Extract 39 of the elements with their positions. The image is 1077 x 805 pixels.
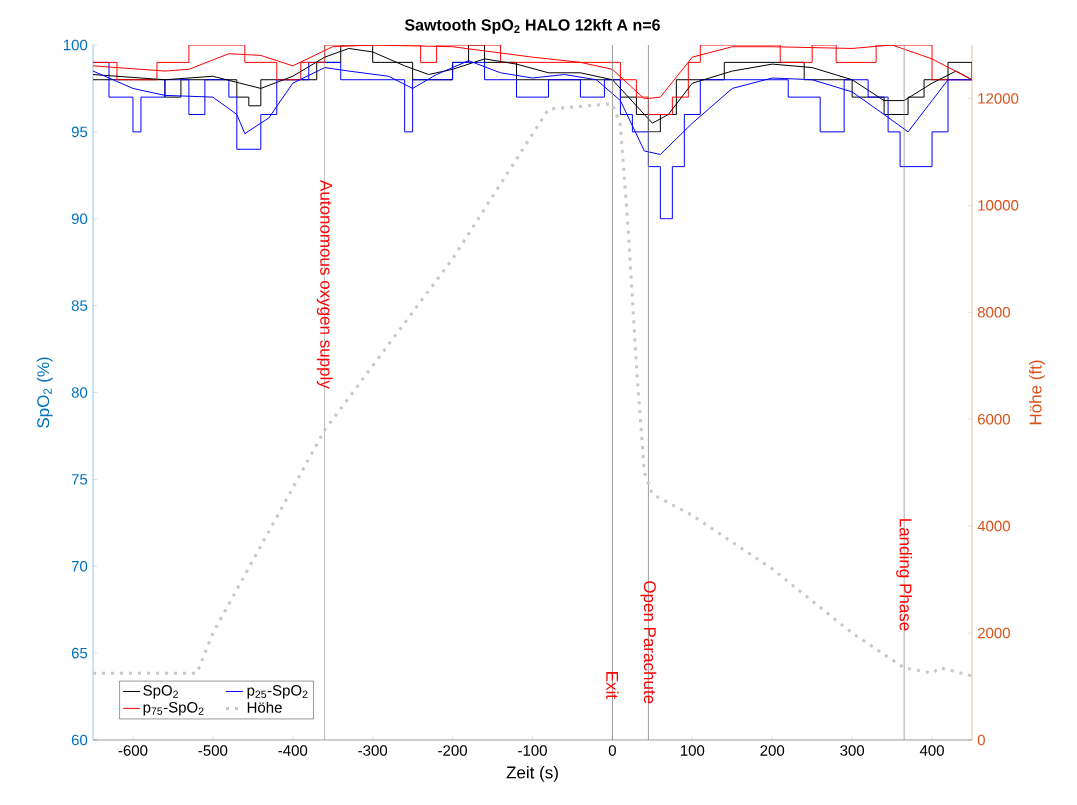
legend-label: p$_{25}$-SpO$_{2}$: [247, 685, 308, 699]
x-tick-label: 0: [608, 745, 616, 756]
x-tick-label: -200: [438, 745, 467, 756]
chart-title: Sawtooth SpO$_{2}$ HALO 12kft A n=6: [404, 18, 660, 34]
y2-tick-label: 10000: [978, 200, 1019, 211]
y-tick-label: 90: [71, 213, 88, 225]
ref-line-label: Open Parachute: [640, 581, 657, 704]
ref-line-label: Landing Phase: [896, 519, 912, 631]
x-tick-label: -500: [198, 745, 228, 756]
legend-label: SpO$_{2}$: [143, 685, 178, 699]
y-tick-label: 85: [71, 300, 88, 311]
y-tick-label: 70: [71, 560, 88, 572]
y-tick-label: 80: [71, 387, 88, 398]
x-tick-label: 400: [919, 745, 944, 756]
x-tick-label: 100: [680, 745, 705, 756]
ref-line-label: Autonomous oxygen supply: [316, 180, 333, 389]
y-tick-label: 100: [63, 39, 88, 51]
ref-line-label: Exit: [606, 672, 619, 699]
y-axis-title: SpO$_{2}$ (%): [36, 357, 53, 428]
y2-tick-label: 2000: [977, 627, 1010, 639]
y2-tick-label: 4000: [977, 520, 1010, 532]
y2-tick-label: 8000: [977, 306, 1010, 318]
x-axis-title: Zeit (s): [506, 766, 558, 782]
legend-label: p$_{75}$-SpO$_{2}$: [143, 702, 204, 716]
x-tick-label: -100: [518, 745, 547, 756]
x-tick-label: 200: [760, 745, 785, 756]
y2-tick-label: 12000: [978, 93, 1019, 104]
y-tick-label: 95: [71, 126, 88, 138]
legend-label: Höhe: [247, 701, 282, 713]
x-tick-label: -300: [358, 745, 388, 756]
x-tick-label: 300: [840, 745, 865, 756]
y-tick-label: 75: [71, 474, 88, 485]
x-tick-label: -600: [118, 745, 148, 756]
y-tick-label: 65: [71, 647, 88, 659]
y2-tick-label: 0: [977, 734, 985, 746]
x-tick-label: -400: [278, 745, 308, 756]
y2-tick-label: 6000: [977, 413, 1010, 425]
y-tick-label: 60: [71, 734, 88, 746]
y2-axis-title: Höhe (ft): [1029, 360, 1045, 425]
